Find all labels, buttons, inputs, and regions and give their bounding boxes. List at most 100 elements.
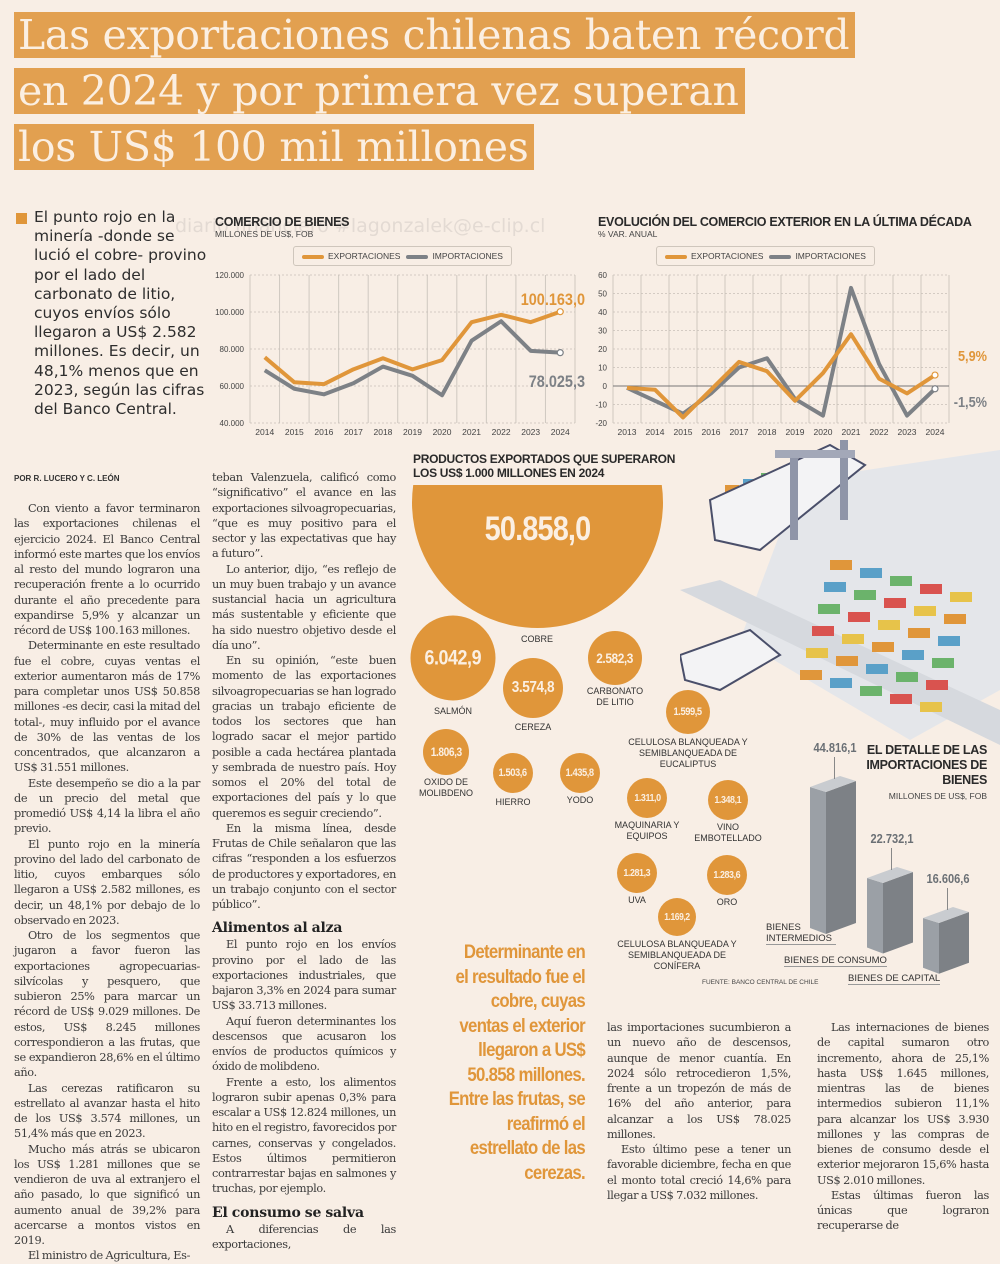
leader-line <box>947 888 948 911</box>
bubble-cobre: 50.858,0 <box>412 485 663 628</box>
chart2-plot: -20 -10 0 10 20 30 40 50 60 2013 2014 2015 2016 2017 2… <box>595 271 987 437</box>
source-note: FUENTE: BANCO CENTRAL DE CHILE <box>702 979 819 986</box>
bubble-value: 1.806,3 <box>430 745 462 759</box>
container <box>860 568 882 578</box>
bubble-value: 1.503,6 <box>498 767 528 779</box>
container <box>848 612 870 622</box>
y-tick-label: 100.000 <box>215 308 244 317</box>
paragraph: Esto último pese a tener un favorable di… <box>607 1143 791 1202</box>
article-column-3: las importaciones sucumbieron a un nuevo… <box>607 1020 791 1203</box>
crane-icon <box>840 440 848 520</box>
bar-front-face <box>939 912 969 974</box>
x-tick-label: 2013 <box>618 427 637 437</box>
chart1-header: COMERCIO DE BIENES MILLONES DE US$, FOB <box>215 215 350 239</box>
import-bar <box>810 776 856 934</box>
bubble-value: 1.311,0 <box>633 792 661 804</box>
container <box>890 694 912 704</box>
container <box>842 634 864 644</box>
container <box>950 592 972 602</box>
series-line-importaciones <box>263 319 561 398</box>
headline-line-3: los US$ 100 mil millones <box>14 124 535 170</box>
container <box>944 614 966 624</box>
bubble-label: MAQUINARIA Y EQUIPOS <box>614 820 680 841</box>
bar-value-label: 44.816,1 <box>813 740 857 755</box>
leader-line <box>834 757 835 779</box>
pull-quote: Determinante en el resultado fue el cobr… <box>448 941 586 1184</box>
container <box>896 672 918 682</box>
legend-swatch-exports <box>665 254 687 259</box>
legend-label: EXPORTACIONES <box>328 251 401 261</box>
chart1-title: COMERCIO DE BIENES <box>215 215 350 229</box>
bubble-7: 1.599,5 <box>666 690 710 734</box>
bubble-3: 2.582,3 <box>588 631 642 685</box>
legend-imports: IMPORTACIONES <box>406 251 503 261</box>
y-tick-label: 120.000 <box>215 271 244 280</box>
bubble-6: 1.435,8 <box>560 753 600 793</box>
imports-subtitle: MILLONES DE US$, FOB <box>888 791 987 801</box>
bubble-9: 1.348,1 <box>708 780 748 820</box>
x-tick-label: 2018 <box>373 427 392 437</box>
container <box>926 680 948 690</box>
x-tick-label: 2022 <box>870 427 889 437</box>
headline-line-1: Las exportaciones chilenas baten récord <box>14 12 856 58</box>
import-bar <box>923 907 969 974</box>
end-value-label: 100.163,0 <box>521 291 585 309</box>
y-tick-label: 80.000 <box>220 345 245 354</box>
y-tick-label: 40 <box>598 308 607 317</box>
x-tick-label: 2016 <box>314 427 333 437</box>
bubble-label: ORO <box>716 897 738 907</box>
bar-top-face <box>810 776 856 792</box>
legend-swatch-imports <box>406 254 429 259</box>
y-tick-label: -10 <box>595 401 607 410</box>
bubble-label: CEREZA <box>514 722 552 732</box>
y-tick-label: 30 <box>598 327 607 336</box>
bubble-label: SALMÓN <box>433 706 473 716</box>
paragraph: El ministro de Agricultura, Es- <box>28 1249 191 1263</box>
bar-front-face <box>883 872 913 954</box>
legend-label: IMPORTACIONES <box>795 251 866 261</box>
paragraph: Frente a esto, los alimentos lograron su… <box>212 1075 396 1196</box>
paragraph: En la misma línea, desde Frutas de Chile… <box>212 821 396 911</box>
legend-exports: EXPORTACIONES <box>665 251 763 261</box>
x-tick-label: 2019 <box>786 427 805 437</box>
end-point-marker <box>931 385 939 393</box>
legend-label: IMPORTACIONES <box>432 251 503 261</box>
x-tick-label: 2022 <box>492 427 511 437</box>
paragraph: Las internaciones de bienes de capital s… <box>817 1021 989 1187</box>
bubble-value: 50.858,0 <box>484 510 592 548</box>
bar-category-label: BIENES DE CONSUMO <box>784 955 887 967</box>
container <box>908 628 930 638</box>
article-column-1: Con viento a favor terminaron las export… <box>14 501 200 1264</box>
bubble-12: 1.169,2 <box>658 898 696 936</box>
bar-front-face <box>826 781 856 934</box>
end-point-marker <box>556 308 564 316</box>
y-tick-label: 20 <box>598 345 607 354</box>
paragraph: Con viento a favor terminaron las export… <box>14 502 200 637</box>
bubble-11: 1.283,6 <box>707 855 747 895</box>
bar-category-label: BIENES DE CAPITAL <box>848 973 941 985</box>
lead-text: El punto rojo en la minería -donde se lu… <box>34 208 207 419</box>
legend-label: EXPORTACIONES <box>691 251 764 261</box>
paragraph: Aquí fueron determinantes los descensos … <box>212 1014 396 1074</box>
subheading: Alimentos al alza <box>212 920 343 937</box>
x-tick-label: 2020 <box>814 427 833 437</box>
container <box>830 678 852 688</box>
end-value-label: 5,9% <box>958 347 987 364</box>
x-tick-label: 2017 <box>730 427 749 437</box>
bar-top-face <box>867 867 913 884</box>
bubble-value: 1.281,3 <box>623 867 651 879</box>
chart1-legend: EXPORTACIONES IMPORTACIONES <box>293 246 512 266</box>
x-tick-label: 2015 <box>674 427 693 437</box>
paragraph: las importaciones sucumbieron a un nuevo… <box>607 1021 791 1141</box>
bubble-value: 2.582,3 <box>596 650 634 666</box>
chart2-header: EVOLUCIÓN DEL COMERCIO EXTERIOR EN LA ÚL… <box>598 215 972 239</box>
series-line-exportaciones <box>626 332 937 420</box>
container <box>938 636 960 646</box>
bubble-label: YODO <box>566 795 594 805</box>
bar-left-face <box>923 918 939 974</box>
chart1-subtitle: MILLONES DE US$, FOB <box>215 229 314 239</box>
lead-summary: El punto rojo en la minería -donde se lu… <box>14 208 209 419</box>
port-illustration <box>680 440 1000 745</box>
x-tick-label: 2024 <box>926 427 945 437</box>
y-tick-label: 0 <box>603 382 608 391</box>
